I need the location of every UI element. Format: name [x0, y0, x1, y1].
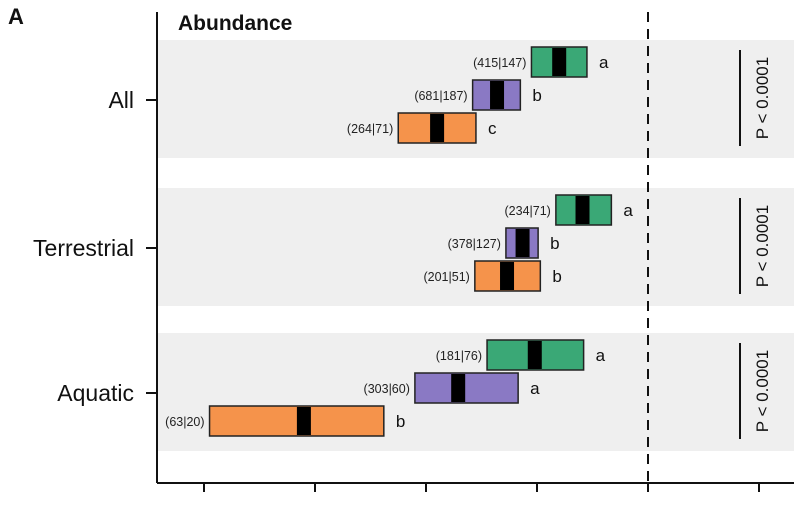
group-label: Terrestrial — [33, 235, 134, 261]
median-bar — [552, 48, 567, 76]
groups: All (415|147) a (681|187) b (264|71) c P < 0.00… — [33, 46, 772, 439]
box-purple — [414, 372, 519, 404]
group-label: All — [108, 87, 134, 113]
significance-letter: b — [550, 234, 559, 253]
significance-letter: a — [596, 346, 606, 365]
significance-letter: a — [599, 53, 609, 72]
sample-size-label: (63|20) — [165, 415, 204, 429]
sample-size-label: (303|60) — [364, 382, 410, 396]
median-bar — [430, 114, 445, 142]
panel-label: A — [8, 4, 24, 29]
significance-letter: a — [530, 379, 540, 398]
significance-letter: a — [623, 201, 633, 220]
group-bands — [158, 40, 794, 451]
p-value-label: P < 0.0001 — [753, 57, 772, 139]
group-label: Aquatic — [57, 380, 134, 406]
median-bar — [490, 81, 505, 109]
significance-letter: b — [532, 86, 541, 105]
median-bar — [575, 196, 590, 224]
median-bar — [515, 229, 530, 257]
median-bar — [527, 341, 542, 369]
sample-size-label: (181|76) — [436, 349, 482, 363]
group-terrestrial: Terrestrial (234|71) a (378|127) b (201|51) b P… — [33, 194, 772, 294]
box-orange — [208, 405, 385, 437]
chart-title: Abundance — [178, 12, 292, 35]
median-bar — [451, 374, 466, 402]
median-bar — [500, 262, 515, 290]
sample-size-label: (415|147) — [473, 56, 526, 70]
x-axis-ticks — [203, 483, 760, 492]
sample-size-label: (201|51) — [423, 270, 469, 284]
p-value-label: P < 0.0001 — [753, 350, 772, 432]
significance-letter: b — [396, 412, 405, 431]
group-all: All (415|147) a (681|187) b (264|71) c P < 0.00… — [108, 46, 772, 146]
significance-letter: b — [552, 267, 561, 286]
sample-size-label: (234|71) — [505, 204, 551, 218]
sample-size-label: (681|187) — [414, 89, 467, 103]
group-aquatic: Aquatic (181|76) a (303|60) a (63|20) b P < 0.0… — [57, 339, 772, 439]
sample-size-label: (378|127) — [448, 237, 501, 251]
median-bar — [296, 407, 311, 435]
significance-letter: c — [488, 119, 497, 138]
p-value-label: P < 0.0001 — [753, 205, 772, 287]
sample-size-label: (264|71) — [347, 122, 393, 136]
